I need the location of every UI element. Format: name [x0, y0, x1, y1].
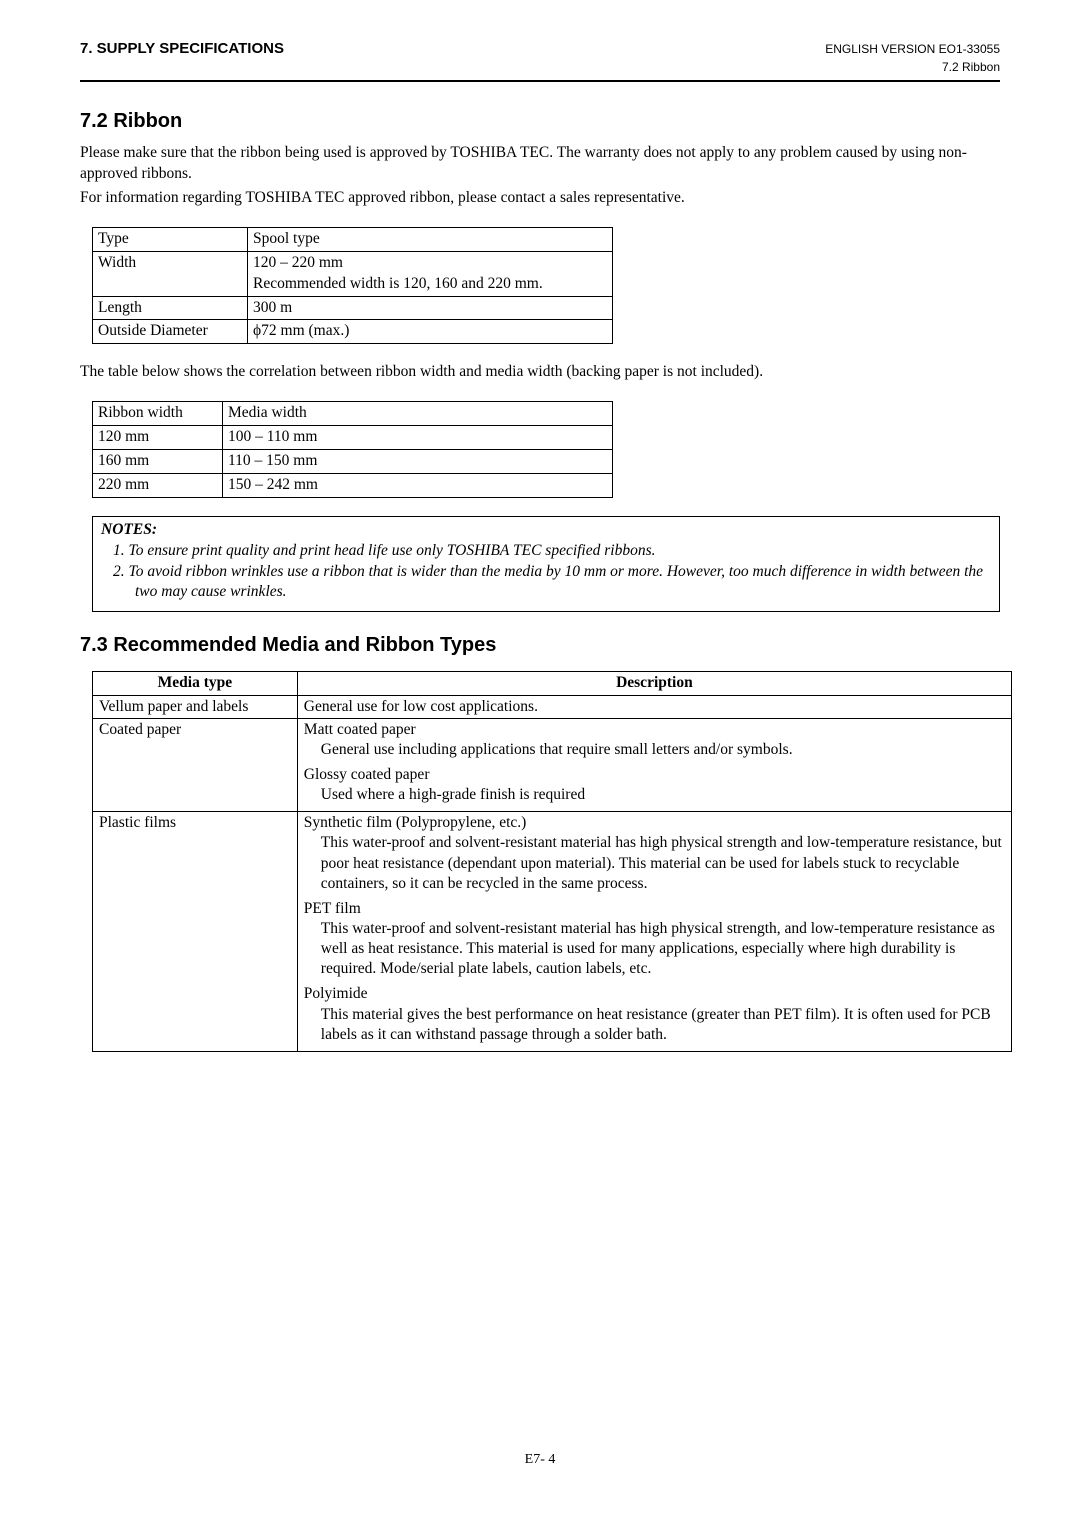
table-row: Coated paperMatt coated paperGeneral use…	[93, 718, 1012, 812]
notes-title: NOTES:	[101, 521, 991, 539]
desc-subhead: PET film	[304, 899, 1005, 919]
table-row: 160 mm110 – 150 mm	[93, 450, 613, 474]
spec-label: Outside Diameter	[93, 320, 248, 344]
corr-c2: 150 – 242 mm	[223, 474, 613, 498]
notes-list: 1. To ensure print quality and print hea…	[101, 541, 991, 602]
table-row: Outside Diameterϕ72 mm (max.)	[93, 320, 613, 344]
desc-body: Used where a high-grade finish is requir…	[304, 785, 1005, 805]
media-header-desc: Description	[297, 672, 1011, 695]
spec-value: ϕ72 mm (max.)	[248, 320, 613, 344]
table-row: 220 mm150 – 242 mm	[93, 474, 613, 498]
table-row: Ribbon widthMedia width	[93, 402, 613, 426]
section-72-para3: The table below shows the correlation be…	[80, 362, 1000, 383]
corr-c1: 160 mm	[93, 450, 223, 474]
section-72-title: 7.2 Ribbon	[80, 110, 1000, 133]
desc-subhead: Synthetic film (Polypropylene, etc.)	[304, 813, 1005, 833]
desc-body: General use including applications that …	[304, 740, 1005, 760]
table-row: Plastic filmsSynthetic film (Polypropyle…	[93, 812, 1012, 1052]
media-type-cell: Plastic films	[93, 812, 298, 1052]
spec-value: 120 – 220 mm Recommended width is 120, 1…	[248, 251, 613, 296]
table-row: Vellum paper and labels General use for l…	[93, 695, 1012, 718]
note-item: 1. To ensure print quality and print hea…	[113, 541, 991, 561]
corr-c2: 100 – 110 mm	[223, 426, 613, 450]
subheader: 7.2 Ribbon	[80, 60, 1000, 74]
spec-label: Width	[93, 251, 248, 296]
desc-subhead: Glossy coated paper	[304, 765, 1005, 785]
corr-c1: 120 mm	[93, 426, 223, 450]
corr-header-col1: Ribbon width	[93, 402, 223, 426]
media-header-type: Media type	[93, 672, 298, 695]
media-type-cell: Vellum paper and labels	[93, 695, 298, 718]
spec-value: Spool type	[248, 227, 613, 251]
desc-body: This water-proof and solvent-resistant m…	[304, 833, 1005, 893]
corr-c2: 110 – 150 mm	[223, 450, 613, 474]
desc-subhead: Polyimide	[304, 984, 1005, 1004]
media-table: Media type Description Vellum paper and …	[92, 671, 1012, 1051]
table-row: TypeSpool type	[93, 227, 613, 251]
spec-label: Type	[93, 227, 248, 251]
section-73-title: 7.3 Recommended Media and Ribbon Types	[80, 634, 1000, 657]
table-row: 120 mm100 – 110 mm	[93, 426, 613, 450]
media-desc-cell: General use for low cost applications.	[297, 695, 1011, 718]
note-item: 2. To avoid ribbon wrinkles use a ribbon…	[113, 562, 991, 602]
desc-subhead: Matt coated paper	[304, 720, 1005, 740]
page-header: 7. SUPPLY SPECIFICATIONS ENGLISH VERSION…	[80, 40, 1000, 57]
corr-header-col2: Media width	[223, 402, 613, 426]
desc-body: General use for low cost applications.	[304, 697, 1005, 717]
notes-box: NOTES: 1. To ensure print quality and pr…	[92, 516, 1000, 612]
page-number: E7- 4	[0, 1452, 1080, 1468]
media-desc-cell: Matt coated paperGeneral use including a…	[297, 718, 1011, 812]
desc-body: This material gives the best performance…	[304, 1005, 1005, 1045]
table-row: Length300 m	[93, 296, 613, 320]
header-rule	[80, 80, 1000, 82]
ribbon-corr-table: Ribbon widthMedia width120 mm100 – 110 m…	[92, 401, 613, 498]
spec-value: 300 m	[248, 296, 613, 320]
section-72-para1: Please make sure that the ribbon being u…	[80, 143, 1000, 185]
media-desc-cell: Synthetic film (Polypropylene, etc.)This…	[297, 812, 1011, 1052]
desc-body: This water-proof and solvent-resistant m…	[304, 919, 1005, 979]
corr-c1: 220 mm	[93, 474, 223, 498]
header-section-number: 7. SUPPLY SPECIFICATIONS	[80, 40, 284, 57]
media-type-cell: Coated paper	[93, 718, 298, 812]
section-72-para2: For information regarding TOSHIBA TEC ap…	[80, 188, 1000, 209]
table-row: Width120 – 220 mm Recommended width is 1…	[93, 251, 613, 296]
ribbon-spec-table: TypeSpool typeWidth120 – 220 mm Recommen…	[92, 227, 613, 345]
spec-label: Length	[93, 296, 248, 320]
header-version: ENGLISH VERSION EO1-33055	[825, 42, 1000, 56]
